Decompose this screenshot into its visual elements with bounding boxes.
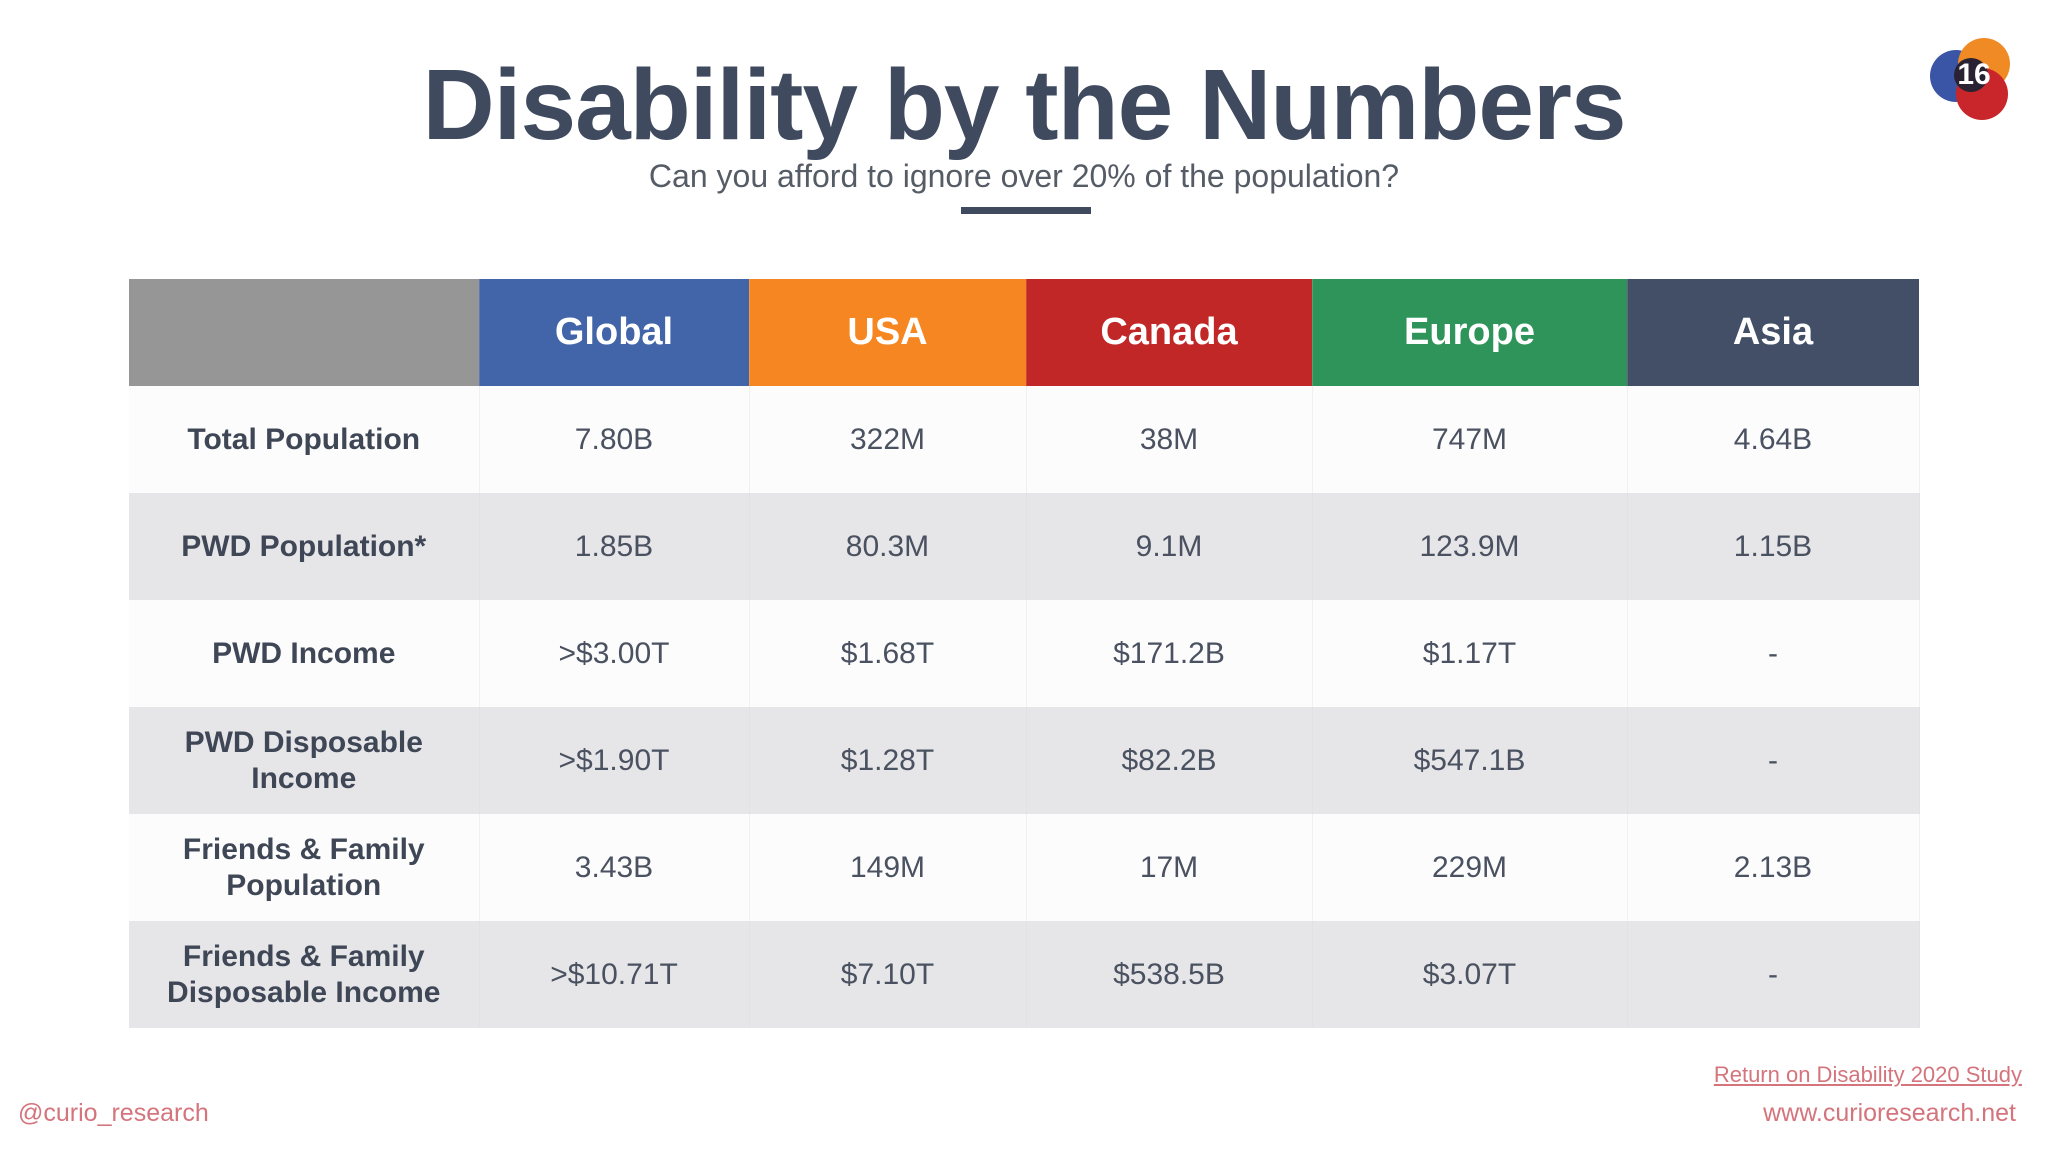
source-link[interactable]: Return on Disability 2020 Study	[1713, 1062, 2022, 1087]
cell-europe: 123.9M	[1312, 493, 1628, 600]
cell-europe: 229M	[1312, 814, 1628, 921]
cell-usa: $7.10T	[749, 921, 1027, 1028]
header-canada: Canada	[1026, 279, 1313, 386]
cell-europe: $547.1B	[1312, 707, 1628, 814]
row-label-line2: Disposable Income	[167, 975, 441, 1009]
table-row-friends-family-disposable-income: Friends & Family Disposable Income >$10.…	[129, 921, 1920, 1028]
row-label-line2: Population	[226, 868, 382, 902]
row-label: Total Population	[129, 386, 480, 493]
curio-logo: 16	[1928, 36, 2012, 124]
cell-asia: -	[1627, 707, 1920, 814]
cell-asia: 2.13B	[1627, 814, 1920, 921]
cell-canada: $82.2B	[1026, 707, 1313, 814]
table-row-friends-family-population: Friends & Family Population 3.43B 149M 1…	[129, 814, 1920, 921]
cell-europe: $1.17T	[1312, 600, 1628, 707]
row-label: PWD Income	[129, 600, 480, 707]
header-blank	[129, 279, 480, 386]
cell-global: >$3.00T	[479, 600, 750, 707]
cell-asia: -	[1627, 600, 1920, 707]
cell-canada: $538.5B	[1026, 921, 1313, 1028]
cell-global: 7.80B	[479, 386, 750, 493]
cell-usa: 149M	[749, 814, 1027, 921]
cell-global: >$1.90T	[479, 707, 750, 814]
cell-global: 3.43B	[479, 814, 750, 921]
header-asia: Asia	[1627, 279, 1920, 386]
table-header-row: Global USA Canada Europe Asia	[129, 279, 1920, 386]
row-label: PWD Disposable Income	[129, 707, 480, 814]
cell-asia: 4.64B	[1627, 386, 1920, 493]
cell-usa: $1.68T	[749, 600, 1027, 707]
header-global: Global	[479, 279, 750, 386]
social-handle: @curio_research	[18, 1099, 209, 1127]
row-label-line1: Friends & Family	[182, 832, 425, 866]
cell-canada: 9.1M	[1026, 493, 1313, 600]
cell-europe: 747M	[1312, 386, 1628, 493]
cell-canada: 17M	[1026, 814, 1313, 921]
row-label: Friends & Family Population	[129, 814, 480, 921]
slide-title: Disability by the Numbers	[422, 49, 1626, 161]
row-label: PWD Population*	[129, 493, 480, 600]
table-row-pwd-income: PWD Income >$3.00T $1.68T $171.2B $1.17T…	[129, 600, 1920, 707]
header-europe: Europe	[1312, 279, 1628, 386]
cell-global: >$10.71T	[479, 921, 750, 1028]
header-usa: USA	[749, 279, 1027, 386]
slide-subtitle: Can you afford to ignore over 20% of the…	[648, 158, 1400, 194]
cell-asia: -	[1627, 921, 1920, 1028]
row-label-line1: Friends & Family	[182, 939, 425, 973]
cell-usa: 322M	[749, 386, 1027, 493]
cell-usa: $1.28T	[749, 707, 1027, 814]
table-row-total-population: Total Population 7.80B 322M 38M 747M 4.6…	[129, 386, 1920, 493]
cell-canada: 38M	[1026, 386, 1313, 493]
table-row-pwd-population: PWD Population* 1.85B 80.3M 9.1M 123.9M …	[129, 493, 1920, 600]
title-underline-divider	[961, 207, 1091, 214]
row-label: Friends & Family Disposable Income	[129, 921, 480, 1028]
cell-canada: $171.2B	[1026, 600, 1313, 707]
website-url: www.curioresearch.net	[1763, 1099, 2016, 1127]
page-number: 16	[1957, 58, 1991, 91]
disability-data-table: Global USA Canada Europe Asia Total Popu…	[129, 279, 1920, 1028]
logo-center-overlap	[1954, 58, 1988, 92]
cell-europe: $3.07T	[1312, 921, 1628, 1028]
table-row-pwd-disposable-income: PWD Disposable Income >$1.90T $1.28T $82…	[129, 707, 1920, 814]
cell-global: 1.85B	[479, 493, 750, 600]
cell-usa: 80.3M	[749, 493, 1027, 600]
cell-asia: 1.15B	[1627, 493, 1920, 600]
